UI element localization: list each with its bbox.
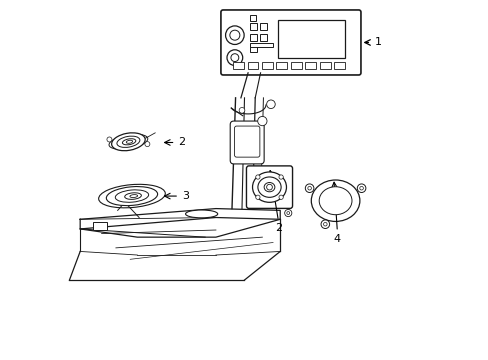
Circle shape <box>144 141 150 147</box>
Ellipse shape <box>319 187 351 215</box>
Circle shape <box>359 186 363 190</box>
Bar <box>276 62 286 68</box>
Circle shape <box>230 54 238 62</box>
Circle shape <box>286 212 289 215</box>
Circle shape <box>239 108 244 113</box>
Ellipse shape <box>122 139 136 145</box>
Bar <box>249 23 256 30</box>
Ellipse shape <box>111 133 145 151</box>
Bar <box>259 23 266 30</box>
Circle shape <box>257 116 266 126</box>
FancyBboxPatch shape <box>234 126 259 157</box>
Circle shape <box>323 222 326 226</box>
Bar <box>334 62 345 68</box>
Circle shape <box>357 184 365 193</box>
FancyBboxPatch shape <box>230 121 264 164</box>
Circle shape <box>266 100 275 109</box>
Bar <box>233 62 244 68</box>
Ellipse shape <box>117 136 140 148</box>
Circle shape <box>266 184 272 190</box>
Ellipse shape <box>109 134 147 149</box>
Circle shape <box>305 184 313 193</box>
Ellipse shape <box>264 183 274 192</box>
Circle shape <box>255 175 260 179</box>
Circle shape <box>225 26 244 45</box>
Text: 4: 4 <box>333 234 340 244</box>
Circle shape <box>284 210 291 217</box>
Ellipse shape <box>126 140 132 143</box>
Bar <box>249 45 256 51</box>
Ellipse shape <box>185 210 217 218</box>
Circle shape <box>307 186 311 190</box>
Ellipse shape <box>311 180 359 221</box>
Ellipse shape <box>124 193 141 199</box>
Circle shape <box>279 175 283 179</box>
Circle shape <box>255 195 260 199</box>
Text: 2: 2 <box>274 223 282 233</box>
Circle shape <box>229 30 240 40</box>
FancyBboxPatch shape <box>246 166 292 208</box>
Ellipse shape <box>106 186 157 206</box>
Text: 2: 2 <box>178 138 185 148</box>
FancyBboxPatch shape <box>221 10 360 75</box>
Circle shape <box>226 50 242 66</box>
Ellipse shape <box>252 172 286 202</box>
Bar <box>290 62 301 68</box>
Bar <box>93 222 107 230</box>
Ellipse shape <box>257 177 281 197</box>
Circle shape <box>107 137 112 142</box>
Bar <box>249 34 256 41</box>
Bar <box>259 34 266 41</box>
Bar <box>249 15 256 21</box>
Bar <box>319 62 330 68</box>
Bar <box>247 62 258 68</box>
Text: 3: 3 <box>182 191 188 201</box>
Circle shape <box>321 220 329 229</box>
Bar <box>262 62 272 68</box>
Ellipse shape <box>99 184 165 208</box>
Text: 1: 1 <box>374 37 381 48</box>
Bar <box>249 43 272 47</box>
Circle shape <box>279 195 283 199</box>
Ellipse shape <box>130 195 137 198</box>
Bar <box>305 62 315 68</box>
Ellipse shape <box>115 190 148 202</box>
Bar <box>278 20 344 58</box>
